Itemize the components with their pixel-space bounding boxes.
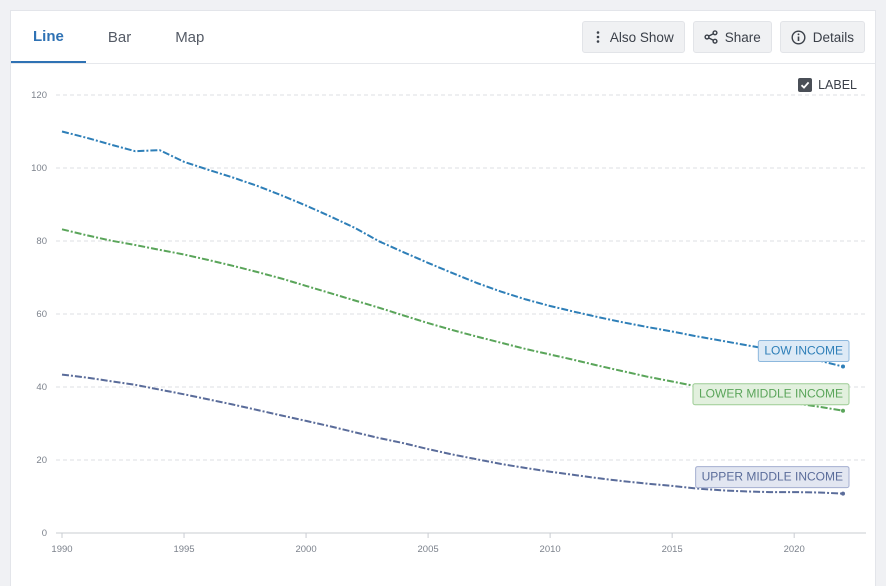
x-tick-label: 2005	[418, 544, 439, 555]
share-icon	[704, 30, 718, 44]
series-label: UPPER MIDDLE INCOME	[695, 466, 850, 489]
also-show-button[interactable]: Also Show	[581, 21, 685, 53]
tab-line[interactable]: Line	[11, 11, 86, 63]
details-button[interactable]: Details	[779, 21, 865, 53]
series-line	[61, 228, 844, 412]
series-label-box	[692, 383, 850, 406]
share-button[interactable]: Share	[692, 21, 772, 53]
series-label-text: LOWER MIDDLE INCOME	[699, 387, 843, 401]
tab-bar-chart[interactable]: Bar	[107, 28, 132, 46]
label-toggle-text: LABEL	[818, 78, 857, 92]
y-tick-label: 20	[36, 455, 47, 466]
x-tick-label: 1990	[51, 544, 72, 555]
series-label-text: UPPER MIDDLE INCOME	[702, 470, 843, 484]
y-tick-label: 40	[36, 382, 47, 393]
tab-map[interactable]: Map	[175, 28, 205, 46]
y-tick-label: 80	[36, 236, 47, 247]
series-label-box	[695, 466, 850, 489]
x-tick-label: 2020	[784, 544, 805, 555]
series-line	[61, 130, 844, 368]
x-tick-label: 2015	[662, 544, 683, 555]
series-end-point	[841, 491, 845, 496]
chart-panel: Line Bar Map Also Show Share Details	[10, 10, 876, 586]
y-tick-label: 100	[31, 163, 47, 174]
tab-bar: Line Bar Map	[11, 11, 226, 63]
series-line	[61, 373, 844, 495]
also-show-label: Also Show	[609, 29, 674, 45]
info-icon	[791, 29, 806, 45]
x-tick-label: 2010	[540, 544, 561, 555]
label-toggle[interactable]: LABEL	[798, 78, 857, 92]
more-vertical-icon	[593, 30, 603, 44]
checkbox-checked-icon[interactable]	[798, 78, 813, 92]
series-label: LOWER MIDDLE INCOME	[692, 383, 850, 406]
y-tick-label: 60	[36, 309, 47, 320]
series-label-text: LOW INCOME	[764, 344, 843, 358]
tab-divider	[11, 63, 875, 64]
series-label-box	[757, 340, 850, 363]
toolbar: Also Show Share Details	[581, 21, 865, 53]
y-tick-label: 0	[42, 528, 47, 539]
series-end-point	[841, 408, 845, 413]
series-end-point	[841, 364, 845, 369]
share-label: Share	[724, 29, 761, 45]
details-label: Details	[812, 29, 854, 45]
x-tick-label: 2000	[295, 544, 316, 555]
x-tick-label: 1995	[173, 544, 194, 555]
series-label: LOW INCOME	[757, 340, 850, 363]
y-tick-label: 120	[31, 90, 47, 101]
